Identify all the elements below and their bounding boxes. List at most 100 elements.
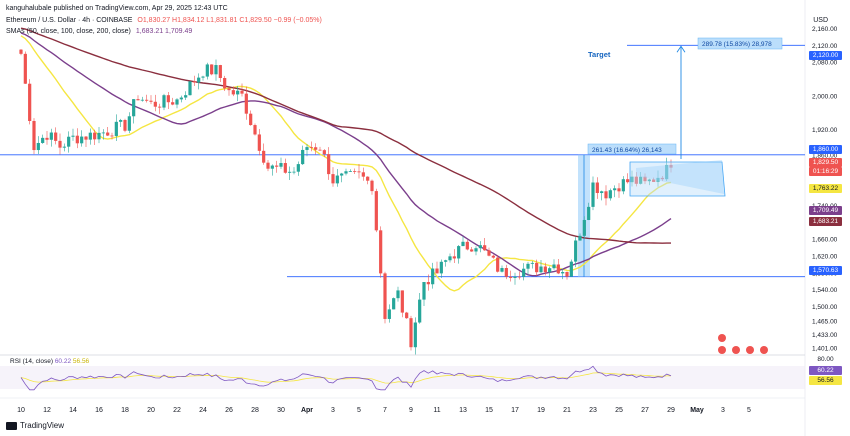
candle-body [205, 64, 209, 77]
candle-body [656, 177, 660, 182]
currency-label: USD [813, 17, 828, 24]
candle-body [478, 245, 482, 249]
candle-body [539, 266, 543, 273]
reaction-icon[interactable] [718, 346, 726, 354]
candle-body [366, 176, 370, 181]
sma-200-line [20, 27, 671, 244]
candle-body [288, 171, 292, 173]
rsi-badge: 60.22 [809, 366, 842, 375]
candle-body [309, 147, 313, 148]
y-tick-label: 1,660.00 [812, 237, 838, 244]
candle-body [279, 163, 283, 167]
resistance-badge: 1,860.00 [809, 145, 842, 154]
sma-legend: SMAs (50, close, 100, close, 200, close)… [6, 28, 195, 35]
candle-body [344, 171, 348, 174]
candle-body [582, 219, 586, 236]
candle-body [409, 318, 413, 348]
candle-body [149, 100, 153, 102]
symbol-line: Ethereum / U.S. Dollar · 4h · COINBASE O… [6, 17, 325, 24]
candle-body [465, 241, 469, 250]
candle-body [526, 263, 530, 269]
y-tick-label: 1,540.00 [812, 287, 838, 294]
x-tick-label: 7 [383, 407, 387, 414]
candle-body [119, 119, 123, 122]
candle-body [253, 125, 257, 135]
candle-body [387, 309, 391, 319]
candle-body [470, 249, 474, 252]
candle-body [552, 264, 556, 269]
candle-body [54, 132, 58, 141]
candle-body [353, 171, 357, 172]
candle-body [106, 132, 110, 136]
candle-body [140, 99, 144, 101]
candle-body [80, 136, 84, 144]
candle-body [474, 248, 478, 252]
candle-body [548, 268, 552, 273]
x-tick-label: 30 [277, 407, 285, 414]
rsi-80-label: 80.00 [817, 356, 834, 363]
support-badge: 1,570.63 [809, 266, 842, 275]
x-tick-label: 9 [409, 407, 413, 414]
candle-body [513, 276, 517, 278]
publisher-line: kanguhalubale published on TradingView.c… [6, 5, 228, 12]
reaction-icon[interactable] [732, 346, 740, 354]
candle-body [162, 95, 166, 108]
candle-body [626, 179, 630, 183]
tradingview-logo-icon [6, 421, 17, 430]
x-tick-label: 15 [485, 407, 493, 414]
reaction-icon[interactable] [746, 346, 754, 354]
x-tick-label: 20 [147, 407, 155, 414]
candle-body [179, 97, 183, 100]
candle-body [275, 165, 279, 167]
candle-body [175, 99, 179, 105]
target-label: Target [588, 50, 611, 59]
y-tick-label: 2,160.00 [812, 26, 838, 33]
candle-body [223, 77, 227, 89]
y-tick-label: 1,920.00 [812, 127, 838, 134]
candle-body [574, 240, 578, 262]
candle-body [413, 322, 417, 348]
candle-body [19, 49, 23, 54]
y-tick-label: 1,401.00 [812, 346, 838, 353]
candle-body [97, 132, 101, 140]
x-tick-label: 22 [173, 407, 181, 414]
rsi-value: 60.22 [54, 358, 72, 365]
x-tick-label: 28 [251, 407, 259, 414]
candle-body [613, 188, 617, 191]
candle-body [418, 299, 422, 323]
candle-body [600, 191, 604, 194]
rsi-ma-badge: 56.56 [809, 376, 842, 385]
y-tick-label: 1,465.00 [812, 319, 838, 326]
candle-body [283, 163, 287, 173]
sma-50-line [20, 35, 672, 292]
tradingview-footer[interactable]: TradingView [6, 421, 64, 430]
candle-body [210, 64, 214, 75]
sma200-badge: 1,683.21 [809, 217, 842, 226]
x-tick-label: 27 [641, 407, 649, 414]
brand-name: TradingView [20, 421, 65, 430]
x-tick-label: 29 [667, 407, 675, 414]
candle-body [379, 230, 383, 274]
candle-body [266, 162, 270, 169]
candle-body [431, 268, 435, 285]
candle-body [643, 176, 647, 182]
candle-body [153, 101, 157, 107]
candle-body [591, 182, 595, 207]
sma100-badge: 1,709.49 [809, 206, 842, 215]
candle-body [374, 191, 378, 231]
candle-body [188, 81, 192, 96]
candle-body [67, 136, 71, 147]
range-measure-text: 261.43 (16.64%) 26,143 [592, 147, 662, 154]
reaction-icon[interactable] [718, 334, 726, 342]
candle-body [240, 90, 244, 94]
rsi-ma-value: 56.56 [72, 358, 90, 365]
reaction-icon[interactable] [760, 346, 768, 354]
symbol-title: Ethereum / U.S. Dollar · 4h · COINBASE [6, 17, 133, 24]
candle-body [218, 65, 222, 78]
candle-body [301, 149, 305, 165]
candle-body [296, 164, 300, 172]
candle-body [569, 261, 573, 277]
candle-body [123, 119, 127, 131]
candle-body [23, 53, 27, 84]
